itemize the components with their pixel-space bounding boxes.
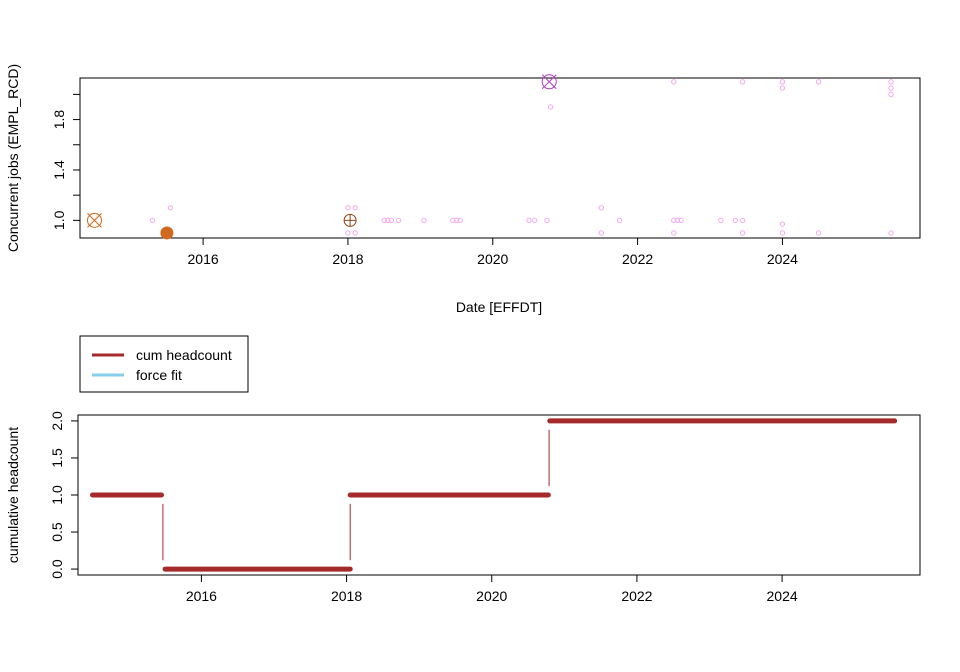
scatter-point xyxy=(598,205,605,211)
scatter-point xyxy=(888,85,894,91)
top-y-tick-label-1.8: 1.8 xyxy=(51,110,67,130)
top-y-tick-label-1.4: 1.4 xyxy=(51,160,67,180)
bottom-y-tick-label-0.5: 0.5 xyxy=(49,522,65,542)
scatter-point xyxy=(779,79,786,85)
scatter-point xyxy=(671,230,677,236)
scatter-point xyxy=(674,217,681,224)
bottom-x-tick-label-2020: 2020 xyxy=(476,588,507,604)
scatter-point xyxy=(388,217,395,224)
bottom-x-tick-label-2016: 2016 xyxy=(186,588,217,604)
top-scatter-panel: 2016 2018 2020 2022 2024 1.0 1.4 1.8 Date [EFF… xyxy=(5,64,921,315)
top-x-tick-label-2024: 2024 xyxy=(767,251,798,267)
scatter-point xyxy=(739,217,746,224)
legend-label-force-fit: force fit xyxy=(136,367,182,383)
legend-box xyxy=(79,335,249,393)
scatter-point xyxy=(167,205,174,211)
scatter-point xyxy=(421,217,427,224)
scatter-point xyxy=(616,217,623,224)
bottom-y-tick-label-2.0: 2.0 xyxy=(49,411,65,431)
scatter-point xyxy=(739,230,746,236)
top-x-tick-label-2018: 2018 xyxy=(332,251,363,267)
scatter-point xyxy=(739,79,746,85)
scatter-point xyxy=(544,217,550,224)
scatter-point xyxy=(779,221,786,227)
top-x-axis-label: Date [EFFDT] xyxy=(456,299,542,315)
scatter-point xyxy=(385,217,391,224)
top-y-axis: 1.0 1.4 1.8 xyxy=(51,93,80,230)
scatter-point xyxy=(888,230,894,236)
scatter-point xyxy=(678,217,684,224)
scatter-point xyxy=(526,217,532,224)
scatter-point xyxy=(815,230,822,236)
bottom-y-axis-label: cumulative headcount xyxy=(5,427,21,563)
top-y-tick-label-1.0: 1.0 xyxy=(51,210,67,230)
bottom-x-tick-label-2018: 2018 xyxy=(331,588,362,604)
scatter-point xyxy=(671,79,677,85)
bottom-x-tick-label-2024: 2024 xyxy=(767,588,798,604)
scatter-point xyxy=(888,79,894,85)
bottom-line-panel: 2016 2018 2020 2022 2024 0.0 0.5 1.0 1.5 2.0 cum… xyxy=(5,411,921,604)
scatter-point xyxy=(352,230,358,236)
bottom-lines-layer xyxy=(90,418,898,572)
scatter-point xyxy=(732,217,739,224)
top-plot-frame xyxy=(79,77,921,239)
scatter-point xyxy=(149,217,156,224)
scatter-point xyxy=(671,217,677,224)
scatter-point xyxy=(815,79,822,85)
scatter-point xyxy=(343,213,357,227)
scatter-point xyxy=(532,217,538,224)
bottom-y-axis: 0.0 0.5 1.0 1.5 2.0 xyxy=(49,411,78,579)
legend: cum headcount force fit xyxy=(79,335,249,393)
top-x-tick-label-2016: 2016 xyxy=(188,251,219,267)
bottom-y-tick-label-0.0: 0.0 xyxy=(49,559,65,579)
bottom-x-axis: 2016 2018 2020 2022 2024 xyxy=(186,575,798,604)
scatter-point xyxy=(457,217,463,224)
scatter-point xyxy=(718,217,724,224)
scatter-point xyxy=(547,104,554,110)
scatter-point xyxy=(453,217,460,224)
scatter-point xyxy=(86,212,102,228)
bottom-x-tick-label-2022: 2022 xyxy=(621,588,652,604)
scatter-point xyxy=(541,74,557,90)
scatter-point xyxy=(381,217,387,224)
top-x-axis: 2016 2018 2020 2022 2024 xyxy=(188,238,798,267)
scatter-point xyxy=(450,217,456,224)
scatter-point xyxy=(345,230,351,236)
scatter-point xyxy=(160,226,174,240)
top-x-tick-label-2020: 2020 xyxy=(477,251,508,267)
legend-label-cum-headcount: cum headcount xyxy=(136,347,232,363)
top-y-axis-label: Concurrent jobs (EMPL_RCD) xyxy=(5,64,21,252)
top-x-tick-label-2022: 2022 xyxy=(622,251,653,267)
scatter-point xyxy=(779,230,786,236)
scatter-point xyxy=(395,217,402,224)
bottom-y-tick-label-1.5: 1.5 xyxy=(49,448,65,468)
scatter-point xyxy=(888,91,894,98)
scatter-point xyxy=(345,205,351,211)
bottom-y-tick-label-1.0: 1.0 xyxy=(49,485,65,505)
scatter-point xyxy=(598,230,605,236)
scatter-point xyxy=(779,85,786,91)
scatter-point xyxy=(352,205,358,211)
top-points-layer xyxy=(86,74,894,240)
